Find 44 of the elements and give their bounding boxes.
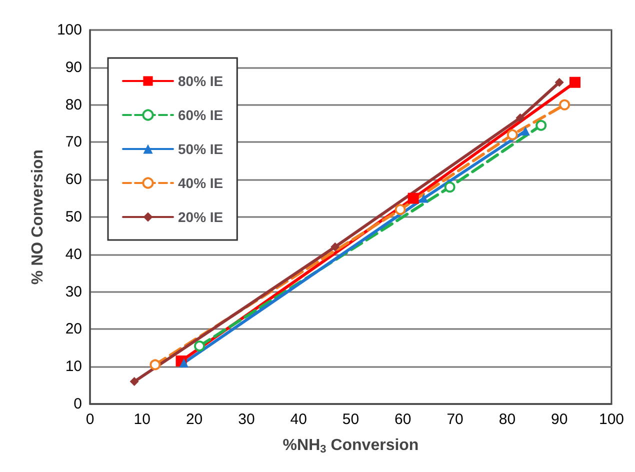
y-tick-label: 10 — [65, 358, 82, 376]
y-tick-label: 90 — [65, 58, 82, 76]
x-tick-label: 30 — [238, 411, 255, 428]
x-tick-label: 60 — [394, 411, 412, 428]
legend-label: 40% IE — [178, 175, 224, 191]
point — [150, 359, 161, 370]
x-tick-label: 80 — [498, 411, 516, 428]
x-tick-label: 10 — [134, 411, 150, 428]
y-tick-label: 20 — [65, 320, 82, 338]
x-tick-label: 40 — [290, 411, 307, 428]
point — [569, 76, 580, 88]
point — [179, 358, 188, 368]
y-tick-label: 0 — [74, 396, 82, 412]
point — [330, 242, 340, 252]
y-tick-label: 70 — [65, 134, 82, 151]
point — [194, 340, 206, 352]
legend-label: 20% IE — [178, 209, 224, 225]
y-tick-label: 60 — [65, 171, 82, 188]
legend-label: 60% IE — [178, 107, 224, 123]
point — [394, 204, 406, 216]
point — [559, 99, 570, 110]
point — [536, 120, 547, 131]
point — [506, 129, 518, 140]
y-tick-label: 50 — [65, 208, 82, 226]
point — [419, 194, 428, 203]
point — [408, 192, 419, 204]
point — [554, 78, 564, 87]
y-tick-label: 100 — [56, 22, 82, 38]
y-tick-label: 30 — [65, 283, 82, 300]
x-tick-label: 50 — [342, 411, 360, 428]
x-tick-label: 0 — [86, 411, 94, 428]
x-tick-label: 20 — [186, 411, 203, 428]
legend-label: 50% IE — [178, 141, 224, 157]
point — [444, 182, 456, 193]
point — [130, 377, 139, 386]
y-tick-label: 40 — [65, 246, 82, 263]
x-tick-label: 90 — [550, 411, 568, 428]
point — [516, 113, 525, 122]
legend-label: 80% IE — [178, 73, 224, 89]
x-tick-label: 70 — [446, 411, 464, 428]
y-axis-title: % NO Conversion — [30, 149, 47, 285]
point — [520, 126, 530, 136]
x-tick-label: 100 — [598, 411, 624, 428]
y-tick-label: 80 — [65, 96, 82, 114]
